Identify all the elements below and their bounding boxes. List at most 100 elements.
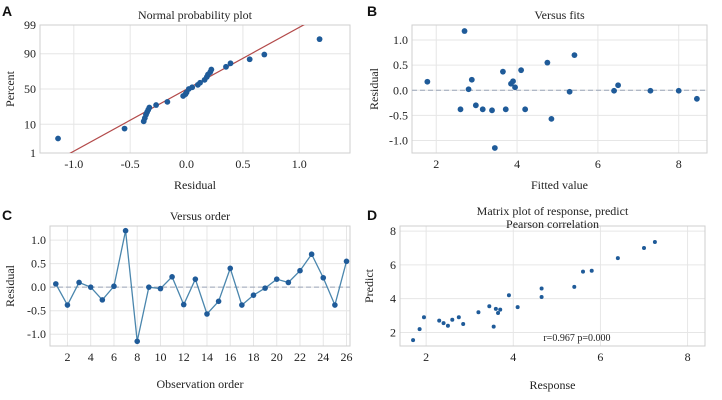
data-point-b [510, 78, 516, 85]
data-point-a [261, 51, 268, 58]
x-tick-label-a: -0.5 [121, 157, 140, 171]
plot-frame-c [49, 225, 351, 347]
data-point-a [227, 60, 234, 67]
data-point-b [522, 106, 529, 113]
data-point-c [169, 274, 175, 280]
y-tick-label-d: 4 [390, 292, 396, 306]
data-point-d [581, 269, 585, 274]
data-point-c [53, 281, 59, 287]
data-point-d [515, 305, 520, 310]
y-tick-label-c: 1.0 [31, 233, 46, 247]
data-point-a [197, 79, 203, 86]
data-point-c [332, 302, 338, 308]
data-point-c [285, 279, 292, 286]
x-tick-label-d: 4 [510, 350, 516, 364]
data-point-b [566, 88, 573, 95]
data-point-b [518, 67, 525, 74]
chart-title-c: Versus order [170, 209, 230, 223]
panel-b: 2 4 6 8 -1.0 -0.5 0.0 0.5 1.0 Versus fits Fitted v… [367, 8, 708, 192]
data-point-c [146, 284, 152, 290]
x-tick-label-d: 2 [423, 350, 429, 364]
y-tick-label-b: -1.0 [389, 133, 408, 147]
x-tick-label-b: 2 [433, 157, 439, 171]
x-tick-label-b: 8 [676, 157, 682, 171]
data-point-a [246, 56, 253, 63]
x-tick-label-a: 0.5 [235, 157, 250, 171]
data-point-d [539, 286, 544, 291]
data-point-d [589, 268, 594, 273]
data-point-c [192, 276, 199, 282]
data-point-b [457, 106, 464, 113]
x-axis-label-d: Response [530, 378, 576, 392]
y-tick-label-a: 99 [24, 18, 36, 32]
x-tick-label-a: 1.0 [292, 157, 307, 171]
x-tick-label-a: 0.0 [179, 157, 194, 171]
x-tick-label-a: -1.0 [64, 157, 83, 171]
y-axis-label-c: Residual [3, 264, 17, 307]
data-point-b [611, 87, 617, 94]
y-tick-label-a: 90 [24, 47, 36, 61]
data-point-a [189, 84, 196, 91]
data-point-d [615, 256, 620, 261]
plot-frame-d [399, 225, 706, 347]
correlation-annotation-d: r=0.967 p=0.000 [543, 333, 610, 344]
data-point-c [308, 251, 315, 258]
data-point-b [500, 68, 506, 75]
residual-series-line-c [55, 230, 348, 342]
data-point-d [441, 321, 446, 326]
y-tick-label-c: -1.0 [27, 327, 46, 341]
data-point-b [693, 95, 700, 102]
data-point-c [180, 301, 187, 308]
data-point-d [539, 294, 544, 299]
panel-letter-b: B [367, 3, 377, 19]
data-point-c [239, 302, 245, 308]
data-point-b [461, 28, 468, 34]
y-axis-label-a: Percent [3, 70, 17, 107]
data-point-b [502, 106, 509, 113]
x-tick-label-c: 24 [317, 350, 329, 364]
data-point-c [273, 276, 280, 282]
data-point-c [343, 258, 350, 265]
plot-frame-a [39, 24, 351, 154]
data-point-d [491, 324, 496, 329]
x-tick-label-b: 4 [514, 157, 520, 171]
data-point-b [571, 52, 578, 59]
data-point-a [164, 98, 171, 105]
data-point-a [121, 125, 128, 132]
x-tick-label-c: 6 [111, 350, 117, 364]
x-tick-label-d: 8 [685, 350, 691, 364]
y-tick-label-c: 0.0 [31, 280, 46, 294]
data-point-c [99, 297, 106, 303]
x-tick-label-b: 6 [595, 157, 601, 171]
x-tick-label-c: 18 [247, 350, 259, 364]
data-point-d [487, 304, 492, 309]
x-tick-label-c: 26 [341, 350, 353, 364]
plot-frame-b [411, 24, 708, 154]
x-tick-label-c: 22 [294, 350, 306, 364]
plot-content-b [412, 28, 707, 151]
x-tick-label-c: 8 [134, 350, 140, 364]
data-point-d [493, 306, 498, 311]
data-point-d [652, 240, 657, 245]
data-point-b [479, 106, 486, 113]
data-point-c [227, 265, 234, 272]
x-tick-label-c: 2 [64, 350, 70, 364]
chart-title-b: Versus fits [534, 8, 585, 22]
data-point-b [615, 82, 621, 89]
plot-content-a [55, 25, 323, 153]
y-axis-label-d: Predict [362, 268, 376, 303]
x-tick-label-c: 4 [88, 350, 94, 364]
data-point-c [262, 285, 268, 291]
data-point-b [489, 107, 495, 114]
data-point-a [55, 135, 61, 142]
x-tick-label-c: 20 [271, 350, 283, 364]
data-point-b [465, 86, 472, 93]
x-axis-label-c: Observation order [157, 377, 244, 391]
chart-subtitle-d: Pearson correlation [506, 217, 599, 231]
data-point-b [468, 76, 475, 83]
plot-content-d [411, 240, 657, 343]
data-point-d [498, 307, 503, 312]
data-point-d [476, 310, 481, 315]
data-point-c [87, 284, 94, 290]
